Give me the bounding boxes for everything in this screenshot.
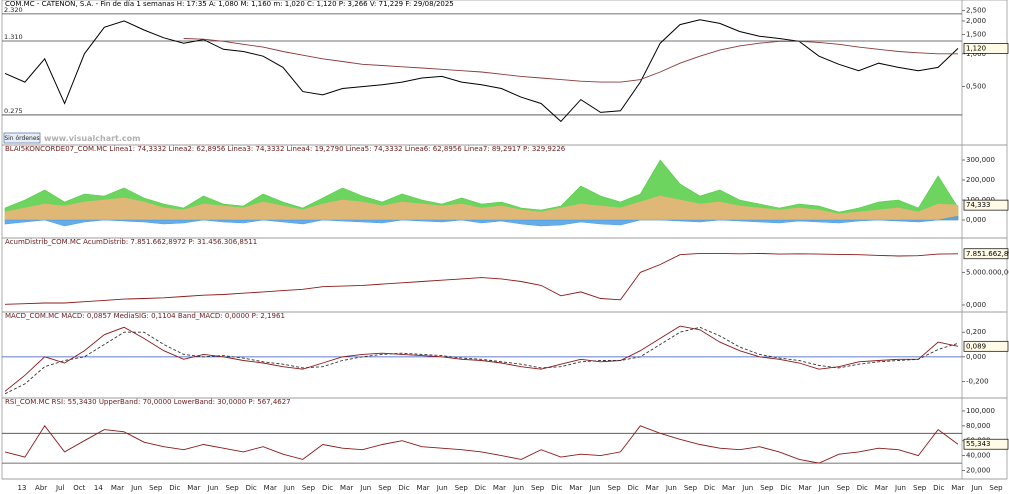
y-tick-label: 5.000.000,000 xyxy=(966,268,1009,276)
y-tick-label: 200,000 xyxy=(966,176,995,184)
x-tick-label: Mar xyxy=(646,484,659,492)
y-tick-label: 0,000 xyxy=(966,216,986,224)
last-value-label: 7.851.662,897 xyxy=(966,250,1009,258)
x-tick-label: Sep xyxy=(455,484,469,492)
x-tick-label: Jun xyxy=(436,484,448,492)
x-tick-label: Jun xyxy=(894,484,906,492)
last-value-box xyxy=(963,43,1009,54)
x-tick-label: Sep xyxy=(225,484,239,492)
x-tick-label: Jun xyxy=(970,484,982,492)
panel-title: COM.MC - CATENON, S.A. - Fin de día 1 se… xyxy=(5,0,454,8)
line xyxy=(4,425,959,464)
x-tick-label: Sep xyxy=(760,484,774,492)
panel-title: RSI_COM.MC RSI: 55,3430 UpperBand: 70,00… xyxy=(5,398,291,406)
x-tick-label: Sep xyxy=(302,484,316,492)
y-tick-label: 1,000 xyxy=(966,50,986,58)
x-tick-label: Jun xyxy=(588,484,600,492)
x-tick-label: Dic xyxy=(475,484,486,492)
x-tick-label: Mar xyxy=(187,484,200,492)
line xyxy=(183,38,958,83)
x-tick-label: Jun xyxy=(283,484,295,492)
x-tick-label: Dic xyxy=(628,484,639,492)
x-tick-label: Sep xyxy=(913,484,927,492)
x-tick-label: Mar xyxy=(340,484,353,492)
x-tick-label: Abr xyxy=(35,484,47,492)
level-label: 2.320 xyxy=(4,6,23,14)
y-tick-label: -0,200 xyxy=(966,377,989,385)
x-tick-label: Mar xyxy=(569,484,582,492)
y-tick-label: 100,000 xyxy=(966,407,995,415)
line xyxy=(4,325,959,392)
x-tick-label: Dic xyxy=(780,484,791,492)
x-tick-label: Dic xyxy=(933,484,944,492)
panel-title: BLAI5KONCORDE07_COM.MC Linea1: 74,3332 L… xyxy=(5,145,566,153)
x-tick-label: Sep xyxy=(989,484,1003,492)
orders-button-label[interactable]: Sin órdenes xyxy=(4,135,39,142)
x-tick-label: Dic xyxy=(246,484,257,492)
line xyxy=(4,252,959,305)
last-value-box xyxy=(963,248,1009,260)
x-tick-label: Jun xyxy=(818,484,830,492)
last-value-label: 0,089 xyxy=(966,342,986,350)
y-tick-label: 0,200 xyxy=(966,328,986,336)
x-tick-label: Mar xyxy=(951,484,964,492)
area xyxy=(4,215,959,227)
x-tick-label: Jun xyxy=(207,484,219,492)
panel-title: MACD_COM.MC MACD: 0,0857 MediaSIG: 0,110… xyxy=(5,312,285,320)
x-tick-label: Jul xyxy=(55,484,65,492)
y-tick-label: 80,000 xyxy=(966,422,991,430)
y-tick-label: 40,000 xyxy=(966,452,991,460)
last-value-box xyxy=(963,199,1009,211)
x-tick-label: Sep xyxy=(149,484,163,492)
x-tick-label: Mar xyxy=(493,484,506,492)
orders-button[interactable] xyxy=(3,132,41,144)
x-tick-label: Jun xyxy=(359,484,371,492)
x-tick-label: Sep xyxy=(837,484,851,492)
last-value-label: 55,343 xyxy=(966,440,991,448)
y-tick-label: 300,000 xyxy=(966,156,995,164)
x-tick-label: 13 xyxy=(18,484,27,492)
x-tick-label: Sep xyxy=(607,484,621,492)
y-tick-label: 2,500 xyxy=(966,6,986,14)
x-tick-label: Sep xyxy=(684,484,698,492)
level-label: 0.275 xyxy=(4,107,23,115)
x-tick-label: Mar xyxy=(416,484,429,492)
x-tick-label: Jun xyxy=(512,484,524,492)
x-tick-label: 14 xyxy=(94,484,103,492)
x-tick-label: Jun xyxy=(741,484,753,492)
last-value-label: 1,120 xyxy=(966,44,986,52)
level-label: 1.310 xyxy=(4,33,23,41)
x-tick-label: Mar xyxy=(798,484,811,492)
last-value-box xyxy=(963,438,1009,450)
x-tick-label: Sep xyxy=(531,484,545,492)
x-tick-label: Mar xyxy=(111,484,124,492)
y-tick-label: 0,500 xyxy=(966,83,986,91)
area xyxy=(4,195,959,221)
x-tick-label: Dic xyxy=(169,484,180,492)
x-tick-label: Dic xyxy=(704,484,715,492)
watermark: www.visualchart.com xyxy=(44,134,140,143)
panel-title: AcumDistrib_COM.MC AcumDistrib: 7.851.66… xyxy=(5,238,257,246)
y-tick-label: 0,000 xyxy=(966,353,986,361)
x-tick-label: Dic xyxy=(551,484,562,492)
y-tick-label: 0,000 xyxy=(966,301,986,309)
last-value-box xyxy=(963,340,1009,352)
y-tick-label: 2,000 xyxy=(966,17,986,25)
line xyxy=(4,326,959,395)
x-tick-label: Mar xyxy=(875,484,888,492)
x-tick-label: Dic xyxy=(857,484,868,492)
y-tick-label: 20,000 xyxy=(966,467,991,475)
x-tick-label: Jun xyxy=(130,484,142,492)
x-tick-label: Oct xyxy=(73,484,85,492)
x-tick-label: Sep xyxy=(378,484,392,492)
x-tick-label: Mar xyxy=(722,484,735,492)
last-value-label: 74,333 xyxy=(966,201,991,209)
x-tick-label: Jun xyxy=(665,484,677,492)
x-tick-label: Dic xyxy=(398,484,409,492)
x-tick-label: Mar xyxy=(264,484,277,492)
y-tick-label: 1,500 xyxy=(966,31,986,39)
x-tick-label: Dic xyxy=(322,484,333,492)
